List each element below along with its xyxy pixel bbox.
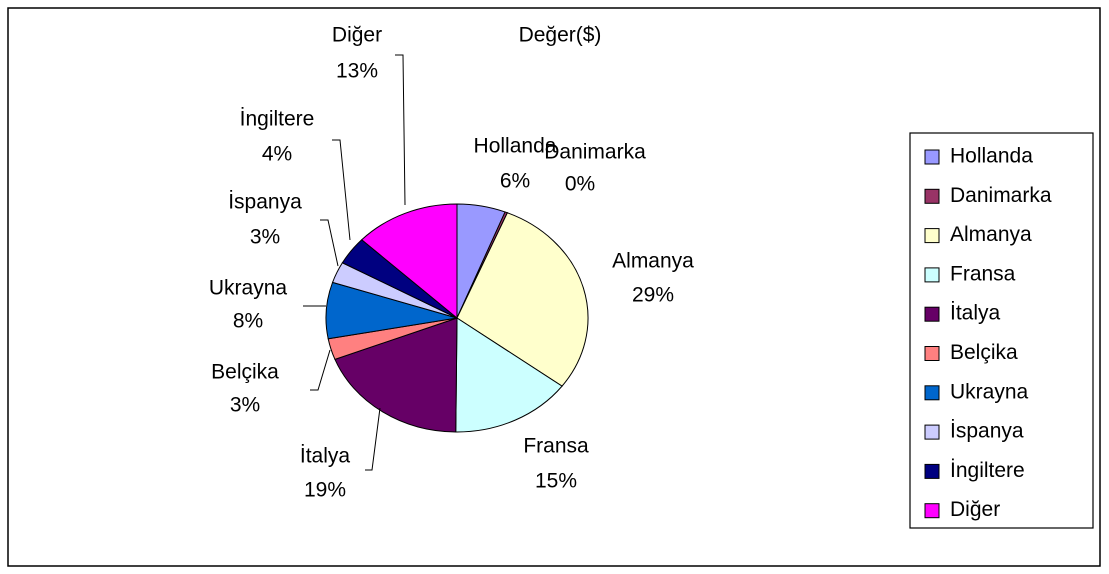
pie-slice	[360, 203, 458, 320]
slice-value-label: 13%	[336, 60, 378, 83]
leader-line	[320, 219, 339, 267]
legend-label: Danimarka	[950, 184, 1052, 207]
slice-label: Ukrayna	[209, 277, 288, 300]
slice-label: Fransa	[523, 435, 589, 458]
legend-swatch	[924, 228, 940, 244]
slice-value-label: 3%	[250, 226, 280, 249]
slice-value-label: 29%	[632, 284, 674, 307]
legend-label: İtalya	[950, 302, 1001, 325]
legend-swatch	[924, 149, 940, 165]
legend-label: Hollanda	[950, 145, 1033, 168]
slice-value-label: 15%	[535, 470, 577, 493]
legend-swatch	[924, 503, 940, 519]
slice-label: Almanya	[612, 250, 694, 273]
slice-value-label: 8%	[233, 310, 263, 333]
legend-swatch	[924, 188, 940, 204]
leader-line	[310, 349, 331, 391]
leader-line	[365, 407, 381, 471]
slice-value-label: 19%	[304, 479, 346, 502]
leader-line	[395, 54, 406, 206]
slice-label: Danimarka	[544, 141, 646, 164]
slice-label: Belçika	[211, 361, 279, 384]
slice-label: Diğer	[332, 24, 382, 47]
slice-value-label: 6%	[500, 170, 530, 193]
legend-label: İngiltere	[950, 459, 1025, 482]
legend-swatch	[924, 463, 940, 479]
legend-label: İspanya	[950, 420, 1024, 443]
slice-value-label: 4%	[262, 143, 292, 166]
legend-swatch	[924, 267, 940, 283]
legend-label: Diğer	[950, 498, 1000, 521]
legend-swatch	[924, 385, 940, 401]
pie-slice	[456, 212, 589, 387]
slice-label: İspanya	[228, 191, 302, 214]
legend-label: Fransa	[950, 262, 1016, 285]
slice-value-label: 3%	[230, 394, 260, 417]
pie-slice	[455, 317, 563, 433]
legend-swatch	[924, 306, 940, 322]
legend-label: Belçika	[950, 341, 1018, 364]
slice-value-label: 0%	[565, 173, 595, 196]
legend-box	[909, 132, 1094, 529]
slice-label: İngiltere	[240, 108, 315, 131]
slice-label: Hollanda	[474, 135, 557, 158]
legend-swatch	[924, 424, 940, 440]
leader-line	[332, 139, 351, 241]
legend-swatch	[924, 346, 940, 361]
legend-label: Almanya	[950, 223, 1032, 246]
slice-label: İtalya	[300, 445, 351, 468]
pie-slice	[334, 317, 458, 433]
legend-label: Ukrayna	[950, 380, 1029, 403]
chart-title: Değer($)	[519, 24, 602, 47]
